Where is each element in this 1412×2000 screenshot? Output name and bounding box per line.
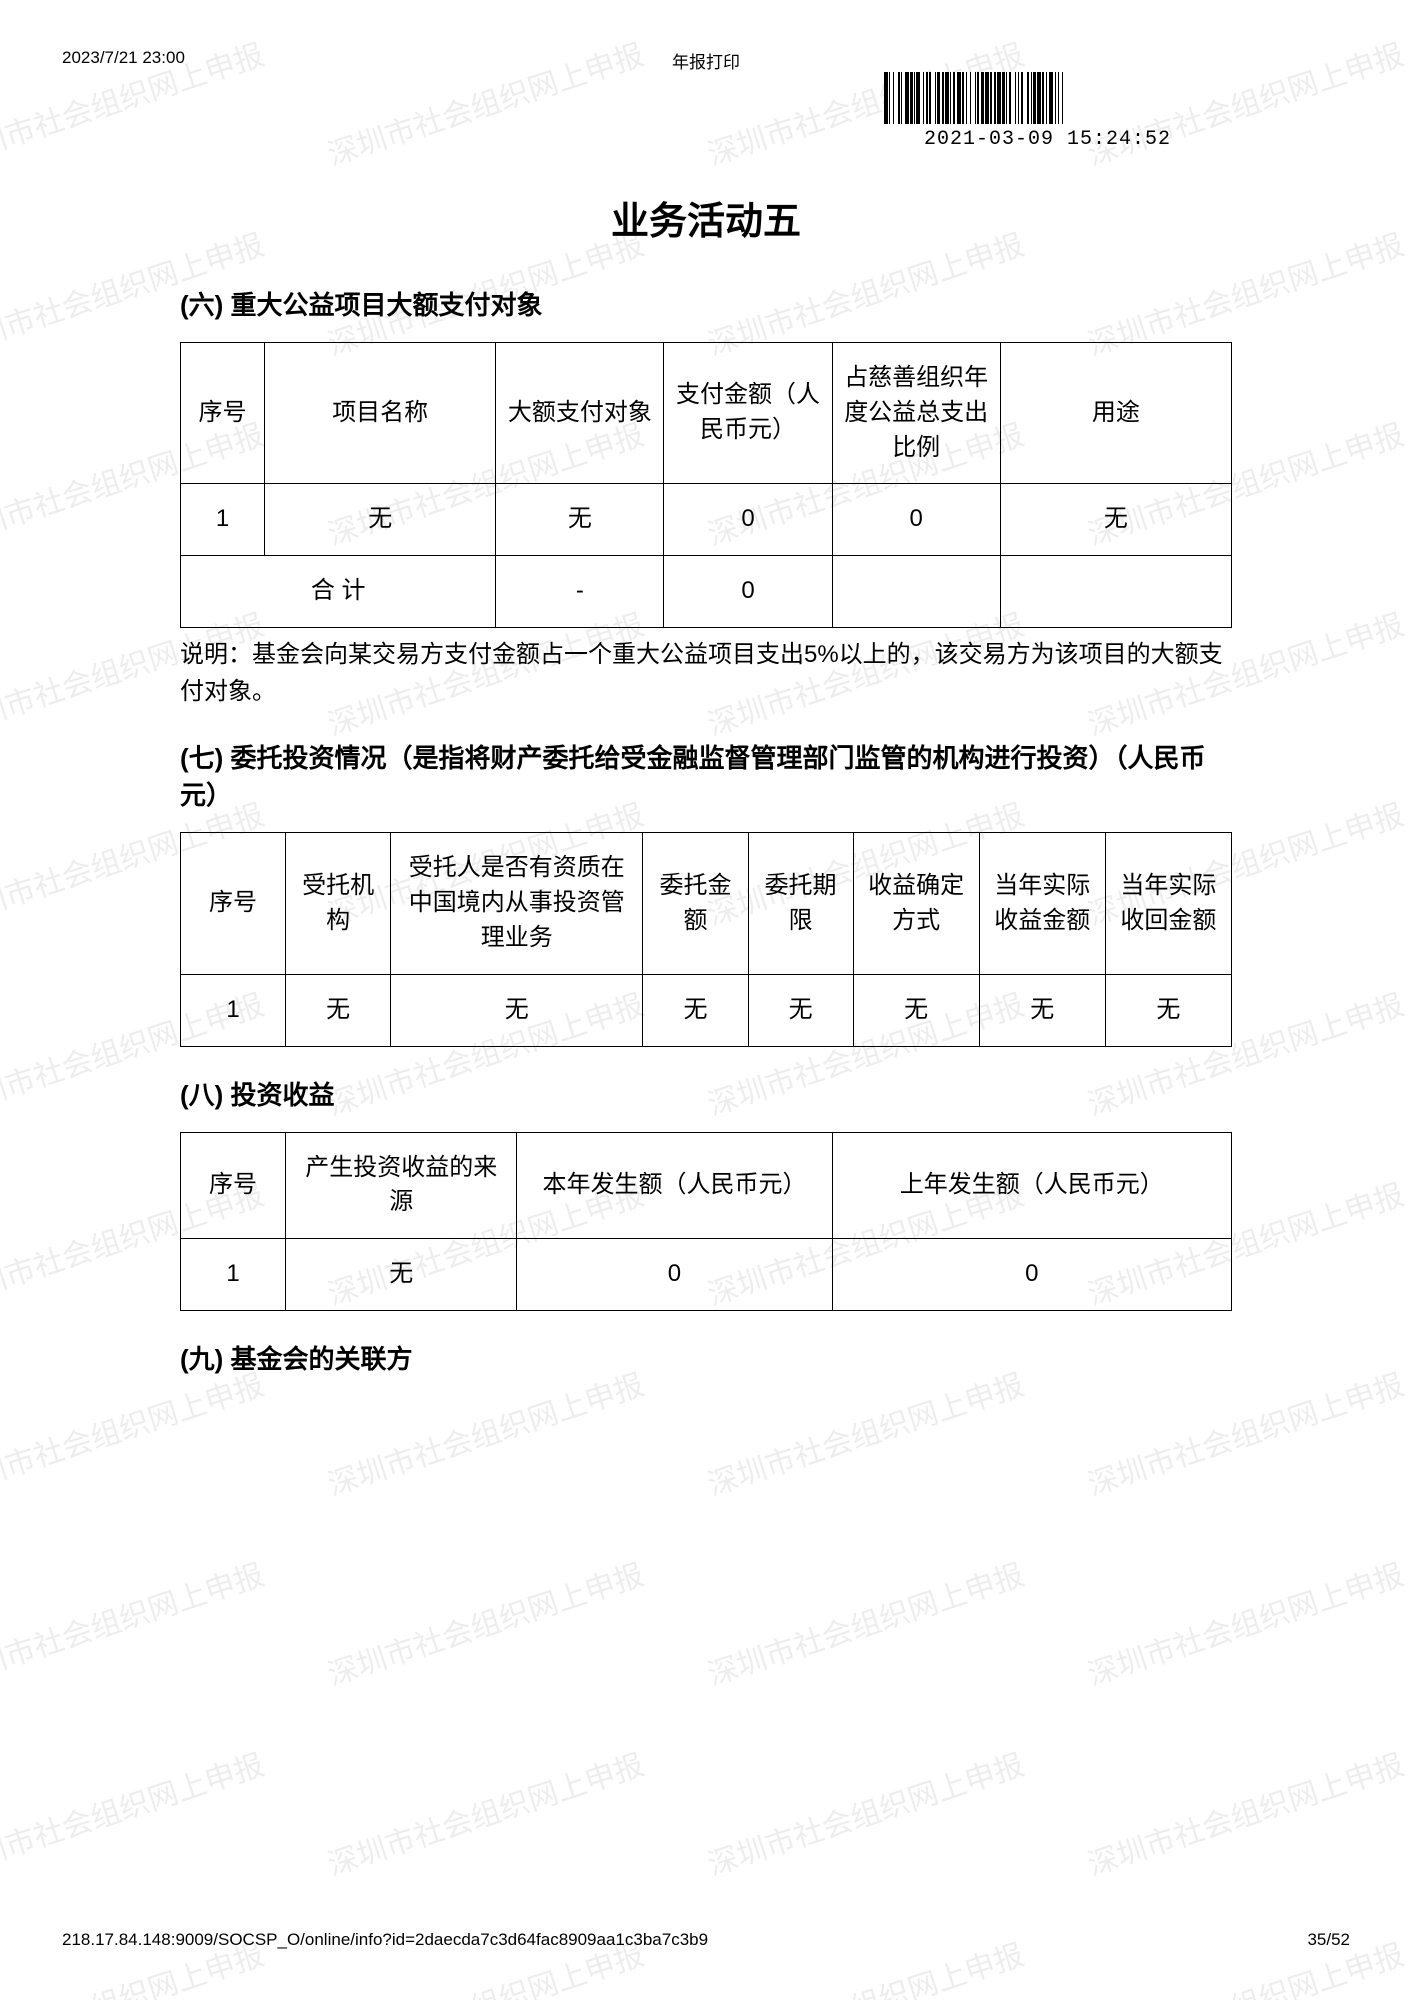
table-cell <box>832 556 1000 628</box>
section6-note: 说明：基金会向某交易方支付金额占一个重大公益项目支出5%以上的，该交易方为该项目… <box>180 636 1232 710</box>
table-header-cell: 当年实际收回金额 <box>1105 833 1231 974</box>
table-header-cell: 委托金额 <box>643 833 748 974</box>
table-header-cell: 支付金额（人民币元） <box>664 343 832 484</box>
table-header-cell: 序号 <box>181 833 286 974</box>
table-cell: 无 <box>643 974 748 1046</box>
table-cell: 无 <box>265 484 496 556</box>
section6-table: 序号项目名称大额支付对象支付金额（人民币元）占慈善组织年度公益总支出比例用途1无… <box>180 342 1232 628</box>
barcode-block: 2021-03-09 15:24:52 <box>884 72 1244 151</box>
table-cell: 0 <box>832 1239 1231 1311</box>
table-cell: 0 <box>664 556 832 628</box>
table-cell: 0 <box>832 484 1000 556</box>
table-header-cell: 受托机构 <box>286 833 391 974</box>
table-row: 1无无00无 <box>181 484 1232 556</box>
table-total-row: 合 计-0 <box>181 556 1232 628</box>
section7-title: (七) 委托投资情况（是指将财产委托给受金融监督管理部门监管的机构进行投资）（人… <box>180 738 1232 812</box>
table-cell: 无 <box>496 484 664 556</box>
footer-page-number: 35/52 <box>1307 1930 1350 1950</box>
barcode-timestamp: 2021-03-09 15:24:52 <box>884 128 1244 151</box>
section8-table: 序号产生投资收益的来源本年发生额（人民币元）上年发生额（人民币元）1无00 <box>180 1132 1232 1311</box>
table-header-cell: 产生投资收益的来源 <box>286 1132 517 1239</box>
table-cell: 1 <box>181 974 286 1046</box>
table-cell: 无 <box>979 974 1105 1046</box>
table-header-cell: 受托人是否有资质在中国境内从事投资管理业务 <box>391 833 643 974</box>
table-cell: 1 <box>181 484 265 556</box>
table-header-cell: 项目名称 <box>265 343 496 484</box>
section9-title: (九) 基金会的关联方 <box>180 1339 1232 1376</box>
table-header-cell: 上年发生额（人民币元） <box>832 1132 1231 1239</box>
table-cell <box>1000 556 1231 628</box>
table-cell: 0 <box>517 1239 832 1311</box>
footer-url: 218.17.84.148:9009/SOCSP_O/online/info?i… <box>62 1930 708 1950</box>
table-cell: - <box>496 556 664 628</box>
table-row: 1无无无无无无无 <box>181 974 1232 1046</box>
section8-title: (八) 投资收益 <box>180 1075 1232 1112</box>
table-header-cell: 序号 <box>181 343 265 484</box>
page-title: 业务活动五 <box>180 190 1232 245</box>
table-header-cell: 收益确定方式 <box>853 833 979 974</box>
table-header-cell: 用途 <box>1000 343 1231 484</box>
section6-title: (六) 重大公益项目大额支付对象 <box>180 285 1232 322</box>
table-cell: 无 <box>853 974 979 1046</box>
table-header-cell: 占慈善组织年度公益总支出比例 <box>832 343 1000 484</box>
table-cell: 无 <box>286 1239 517 1311</box>
section7-table: 序号受托机构受托人是否有资质在中国境内从事投资管理业务委托金额委托期限收益确定方… <box>180 832 1232 1046</box>
table-cell: 无 <box>391 974 643 1046</box>
table-header-cell: 当年实际收益金额 <box>979 833 1105 974</box>
table-header-cell: 本年发生额（人民币元） <box>517 1132 832 1239</box>
table-cell: 无 <box>748 974 853 1046</box>
table-row: 1无00 <box>181 1239 1232 1311</box>
table-cell: 0 <box>664 484 832 556</box>
header-center-title: 年报打印 <box>0 48 1412 73</box>
table-cell: 1 <box>181 1239 286 1311</box>
table-header-cell: 委托期限 <box>748 833 853 974</box>
barcode-icon <box>884 72 1244 124</box>
table-cell: 无 <box>1000 484 1231 556</box>
table-cell: 无 <box>286 974 391 1046</box>
table-header-cell: 大额支付对象 <box>496 343 664 484</box>
table-cell: 合 计 <box>181 556 496 628</box>
table-cell: 无 <box>1105 974 1231 1046</box>
table-header-cell: 序号 <box>181 1132 286 1239</box>
